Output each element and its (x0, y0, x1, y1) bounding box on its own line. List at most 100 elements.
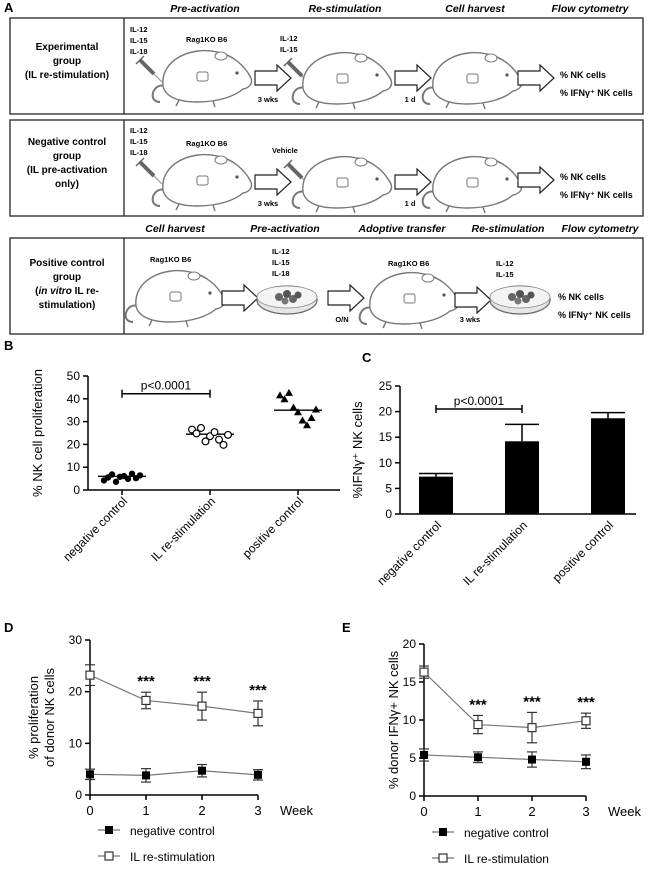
group-label-line: Experimental (36, 42, 99, 53)
group-label-line: group (53, 151, 81, 162)
mouse-icon (151, 49, 253, 108)
group-label-pre: ( (35, 286, 39, 297)
experimental-group-row: Experimental group (IL re-stimulation) I… (9, 17, 644, 115)
cytokine-label: IL-12 (130, 25, 148, 34)
panel-d-letter: D (4, 620, 13, 635)
readout-label: % IFNγ⁺ NK cells (560, 88, 633, 98)
data-point (581, 716, 591, 726)
panel-b-letter: B (4, 338, 13, 353)
y-tick-label: 20 (403, 637, 417, 651)
data-point (197, 423, 206, 432)
cytokine-label: IL-18 (272, 269, 290, 278)
arrow-icon (254, 168, 292, 196)
arrow-label: O/N (335, 315, 348, 324)
data-point (307, 413, 316, 421)
arrow-label: 3 wks (258, 95, 278, 104)
arrow-icon (394, 168, 432, 196)
chart-e-ifng-timecourse: 0 5 10 15 20 0 1 2 3 Week *** *** *** % donor IFNγ+ N… (386, 637, 641, 866)
group-label-line: Negative control (28, 137, 107, 148)
significance-stars: *** (577, 694, 595, 711)
arrow-label: 3 wks (258, 199, 278, 208)
x-tick-label: positive control (240, 494, 307, 561)
x-tick-label: 3 (582, 804, 589, 819)
group-label-line: Positive control (29, 258, 104, 269)
header-re-stimulation: Re-stimulation (472, 223, 545, 235)
row-frame (9, 237, 644, 335)
mouse-label: Rag1KO B6 (150, 255, 191, 264)
data-point (215, 435, 224, 444)
cytokine-label: IL-12 (130, 126, 148, 135)
mouse-icon (291, 155, 393, 214)
data-point (420, 750, 428, 759)
data-point (298, 416, 307, 424)
y-axis-label: % proliferation (26, 676, 41, 759)
y-tick-label: 15 (403, 675, 417, 689)
p-value-label: p<0.0001 (454, 394, 505, 408)
group-label-line: only) (55, 179, 79, 190)
group-label-line: (IL pre-activation (27, 165, 107, 176)
y-tick-label: 20 (379, 405, 393, 419)
cytokine-label: IL-12 (496, 259, 514, 268)
y-tick-label: 25 (379, 379, 393, 393)
group-label-line: stimulation) (39, 300, 96, 311)
arrow-label: 1 d (405, 199, 416, 208)
y-axis-label: %IFNγ⁺ NK cells (350, 401, 365, 499)
data-point (582, 757, 590, 766)
data-point (201, 437, 210, 446)
y-tick-label: 20 (67, 437, 81, 451)
readout-label: % NK cells (560, 172, 606, 182)
x-tick-label: 1 (474, 804, 481, 819)
chart-c-ifng-bar: 0 5 10 15 20 25 negative control IL re-stimulat… (350, 379, 636, 588)
data-point (142, 771, 150, 780)
x-axis-label: Week (608, 804, 641, 819)
header-pre-activation: Pre-activation (170, 3, 239, 15)
row-frame (9, 17, 644, 115)
x-tick-label: negative control (374, 518, 444, 588)
data-point (124, 475, 132, 483)
bar (419, 476, 453, 514)
cytokine-label: IL-15 (130, 137, 148, 146)
group-label-line: (in vitro IL re- (35, 286, 99, 297)
legend-marker (438, 853, 448, 863)
mouse-label: Rag1KO B6 (388, 259, 429, 268)
group-label-post: IL re- (72, 286, 99, 297)
mouse-label: Rag1KO B6 (186, 35, 227, 44)
data-point (85, 670, 95, 680)
y-tick-label: 0 (385, 507, 392, 521)
cytokine-label: IL-12 (272, 247, 290, 256)
mouse-icon (421, 155, 523, 214)
panel-c-letter: C (362, 350, 372, 365)
x-tick-label: negative control (60, 494, 130, 564)
x-tick-label: 1 (142, 803, 149, 818)
arrow-icon (221, 284, 259, 312)
data-point (254, 770, 262, 779)
p-value-label: p<0.0001 (141, 379, 192, 393)
x-tick-label: IL re-stimulation (148, 494, 218, 564)
cytokine-label: IL-15 (130, 36, 148, 45)
negative-control-group-row: Negative control group (IL pre-activatio… (9, 119, 644, 217)
y-tick-label: 20 (69, 685, 83, 699)
data-point (197, 701, 207, 711)
series-line (423, 754, 587, 763)
header-cell-harvest: Cell harvest (445, 3, 505, 15)
y-tick-label: 40 (67, 392, 81, 406)
data-point (528, 755, 536, 764)
significance-stars: *** (137, 673, 155, 690)
x-tick-label: positive control (550, 518, 617, 585)
series-line (89, 770, 259, 776)
culture-dish-icon (489, 285, 551, 315)
cytokine-label: IL-15 (280, 45, 298, 54)
data-point (219, 440, 228, 449)
data-point (141, 695, 151, 706)
bar (505, 441, 539, 514)
cytokine-label: IL-18 (130, 148, 148, 157)
data-point (473, 719, 483, 730)
y-tick-label: 5 (385, 481, 392, 495)
arrow-label: 1 d (405, 95, 416, 104)
header-pre-activation: Pre-activation (250, 223, 319, 235)
x-tick-label: 0 (86, 803, 93, 818)
data-point (112, 478, 120, 485)
y-tick-label: 10 (379, 456, 393, 470)
readout-label: % NK cells (560, 70, 606, 80)
